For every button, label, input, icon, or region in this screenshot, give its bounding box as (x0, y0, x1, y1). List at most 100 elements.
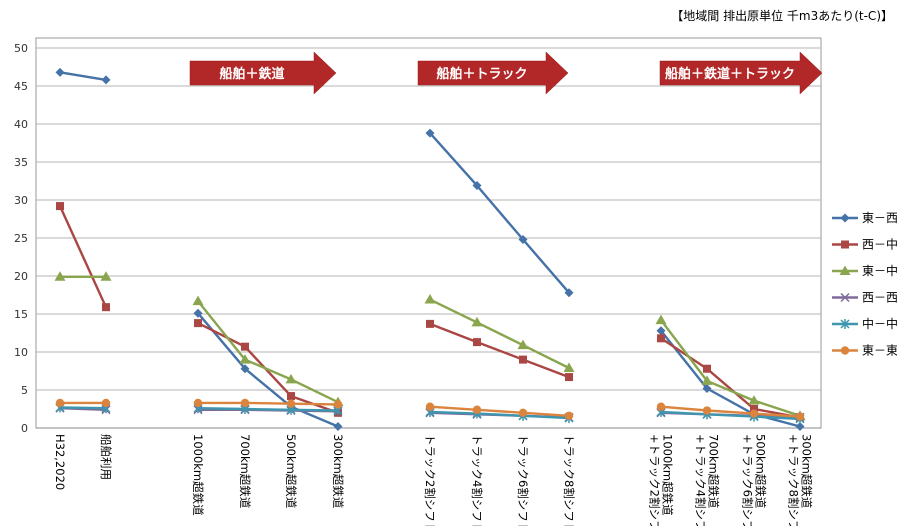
data-point (518, 408, 528, 417)
legend-item: 西－西 (832, 291, 897, 305)
series-line (54, 271, 806, 420)
data-point (748, 395, 760, 405)
data-point (656, 402, 666, 411)
x-tick-label-line: 500km超鉄道 (754, 434, 768, 509)
series-segment (429, 322, 570, 379)
data-point (333, 421, 343, 431)
x-tick-label: トラック2割シフト (423, 434, 437, 526)
data-point (656, 326, 666, 336)
x-tick-label-line: +トラック8割シフト (787, 434, 801, 526)
y-tick-label: 40 (14, 118, 28, 131)
series-segment (58, 205, 108, 308)
y-tick-label: 0 (21, 422, 28, 435)
group-arrow-shape (659, 51, 823, 95)
series-segment (660, 329, 801, 428)
y-tick-label: 5 (21, 384, 28, 397)
gridlines (36, 47, 821, 429)
data-point (240, 398, 250, 408)
x-tick-label: 300km超鉄道+トラック8割シフト (787, 434, 814, 526)
data-point (55, 67, 65, 77)
x-tick-label-line: 船舶利用 (99, 434, 113, 480)
series-segment (59, 71, 107, 82)
data-point (473, 338, 481, 347)
data-point (703, 364, 711, 373)
data-point (701, 375, 713, 385)
y-tick-label: 45 (14, 80, 28, 93)
data-point (750, 405, 758, 413)
y-tick-label: 25 (14, 232, 28, 245)
x-tick-label-line: 1000km超鉄道 (661, 434, 675, 516)
group-arrow: 船舶＋トラック (417, 51, 569, 95)
x-tick-label-line: +トラック2割シフト (648, 434, 662, 526)
x-tick-label-line: 1000km超鉄道 (191, 434, 205, 516)
group-arrow-shape (189, 51, 337, 95)
data-point (101, 398, 111, 408)
series-segment (429, 132, 570, 294)
data-point (425, 402, 435, 411)
y-tick-label: 15 (14, 308, 28, 321)
series-segment (197, 312, 339, 428)
data-point (841, 240, 849, 249)
x-tick-label: 700km超鉄道+トラック4割シフト (694, 434, 721, 526)
series-segment (660, 410, 801, 421)
data-point (518, 235, 528, 245)
x-tick-label-line: トラック6割シフト (516, 434, 530, 526)
x-axis-labels: H32,2020 船舶利用 1000km超鉄道 700km超鉄道 500km超鉄道 300… (53, 434, 814, 526)
series-segment (197, 407, 339, 412)
data-point (424, 294, 436, 304)
legend-item: 東－中 (832, 263, 897, 278)
x-tick-label: 1000km超鉄道+トラック2割シフト (648, 434, 675, 526)
group-arrow-label: 船舶＋トラック (436, 66, 527, 82)
x-tick-label: 1000km超鉄道 (191, 434, 205, 516)
group-arrow-label: 船舶＋鉄道＋トラック (665, 66, 795, 82)
legend-label: 西－西 (862, 291, 897, 305)
group-arrow-shape (417, 51, 569, 95)
series-line (55, 67, 805, 431)
data-point (101, 75, 111, 85)
x-tick-label-line: H32,2020 (53, 434, 67, 490)
series-segment (59, 406, 107, 410)
y-tick-label: 30 (14, 194, 28, 207)
legend: 東－西西－中東－中西－西中－中東－東 (832, 211, 897, 358)
series-segment (198, 401, 339, 406)
x-tick-label-line: トラック4割シフト (470, 434, 484, 526)
data-point (795, 421, 805, 431)
data-point (471, 316, 483, 327)
data-point (564, 288, 574, 298)
data-point (517, 339, 529, 350)
data-point (193, 308, 203, 318)
x-tick-label: 500km超鉄道+トラック6割シフト (741, 434, 768, 526)
group-arrow: 船舶＋鉄道＋トラック (659, 51, 823, 95)
legend-item: 東－西 (832, 211, 897, 225)
x-tick-label: 船舶利用 (99, 434, 113, 480)
data-point (565, 373, 573, 382)
x-tick-label: トラック8割シフト (562, 434, 576, 526)
data-point (54, 271, 66, 281)
x-tick-label: 300km超鉄道 (331, 434, 345, 509)
data-point (194, 319, 202, 328)
data-point (425, 128, 435, 138)
series-segment (429, 298, 570, 370)
data-point (472, 181, 482, 191)
series-segment (660, 337, 801, 419)
data-point (192, 295, 204, 306)
data-point (657, 334, 665, 343)
x-tick-label-line: 300km超鉄道 (331, 434, 345, 509)
series-lines (54, 67, 806, 431)
data-point (55, 398, 65, 408)
legend-label: 東－西 (862, 211, 897, 225)
series-segment (429, 410, 570, 420)
y-tick-label: 35 (14, 156, 28, 169)
group-arrow: 船舶＋鉄道 (189, 51, 337, 95)
series-segment (660, 405, 801, 418)
data-point (241, 342, 249, 351)
data-point (795, 412, 805, 421)
group-arrow-label: 船舶＋鉄道 (219, 66, 284, 82)
data-point (840, 319, 850, 329)
data-point (702, 383, 712, 393)
series-segment (660, 319, 801, 417)
y-axis-ticks: 0 5 10 15 20 25 30 35 40 45 50 (14, 42, 28, 435)
series-line (56, 202, 804, 422)
series-line (55, 398, 805, 421)
x-tick-label: 500km超鉄道 (284, 434, 298, 509)
